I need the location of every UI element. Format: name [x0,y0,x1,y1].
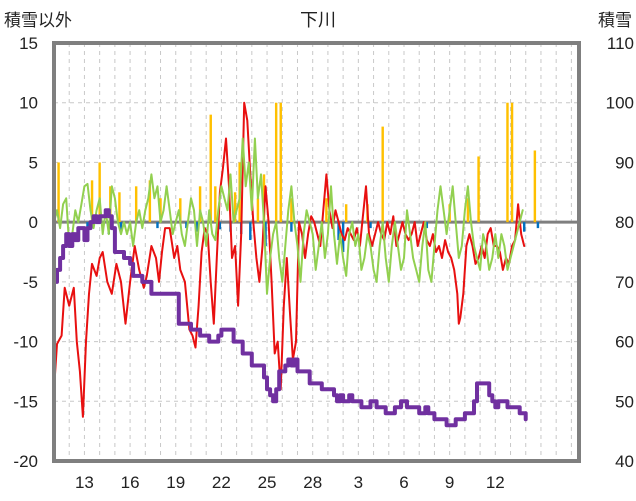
orange-bar [134,186,138,223]
orange-bar [118,192,121,223]
right-tick-label: 90 [615,153,634,172]
orange-bar [148,180,152,223]
x-tick-label: 22 [212,473,231,492]
right-tick-label: 110 [607,34,634,53]
orange-bar [214,186,217,223]
right-tick-label: 60 [615,333,634,352]
blue-bar [195,222,199,232]
orange-bar [233,192,237,223]
orange-bar [510,102,514,223]
chart-title: 下川 [300,10,336,30]
right-tick-label: 50 [615,392,634,411]
orange-bar [279,102,282,223]
orange-bar [381,126,384,223]
plot-area [54,43,579,461]
right-tick-label: 40 [615,452,634,471]
left-tick-label: -5 [23,273,38,292]
right-axis-ticks: 40 50 60 70 80 90 100 110 [606,34,634,471]
orange-bar [90,180,94,223]
blue-bar [249,222,252,241]
blue-bar [156,222,159,229]
blue-bar [86,222,89,229]
orange-bar [159,198,162,223]
blue-bar [369,222,372,229]
plot-background [54,43,579,461]
right-axis-title: 積雪 [598,11,632,30]
blue-bar [119,222,123,232]
x-axis-ticks: 13 16 19 22 25 28 3 6 9 12 [75,473,505,492]
orange-bar [179,198,182,223]
orange-bar [466,198,470,223]
blue-bar [218,222,222,230]
left-tick-label: -15 [13,392,38,411]
left-axis-title: 積雪以外 [4,11,72,30]
left-tick-label: 0 [29,213,38,232]
right-tick-label: 70 [615,273,634,292]
blue-bar [337,222,340,241]
orange-bar [506,102,509,223]
left-tick-label: 5 [29,153,38,172]
right-tick-label: 100 [606,94,634,113]
blue-bar [536,222,540,229]
x-tick-label: 25 [258,473,277,492]
x-tick-label: 19 [166,473,185,492]
orange-bar [344,204,348,223]
x-tick-label: 28 [303,473,322,492]
x-tick-label: 9 [445,473,454,492]
x-tick-label: 3 [354,473,363,492]
plot-frame [52,41,581,463]
left-tick-label: -20 [13,452,38,471]
purple-series-line [52,208,528,428]
blue-bar [523,222,526,232]
left-tick-label: 15 [19,34,38,53]
blue-bar [425,222,429,229]
green-series-line [53,137,524,295]
x-tick-label: 6 [399,473,408,492]
x-tick-label: 13 [75,473,94,492]
blue-bar [185,222,188,229]
left-axis-ticks: -20 -15 -10 -5 0 5 10 15 [13,34,38,471]
left-tick-label: 10 [19,94,38,113]
orange-bar [256,198,260,223]
left-tick-label: -10 [13,333,38,352]
orange-bar [98,162,101,223]
orange-bar [290,198,293,223]
series-lines [52,101,528,428]
red-series-line [53,101,526,418]
right-tick-label: 80 [615,213,634,232]
orange-bar [533,150,537,223]
orange-bar [274,102,278,223]
blue-bar [290,222,293,232]
x-tick-label: 16 [121,473,140,492]
x-tick-label: 12 [486,473,505,492]
orange-bar [57,162,60,223]
orange-bar [325,198,328,223]
plot-border [52,41,581,463]
orange-bar [209,114,212,223]
orange-bar [198,186,202,223]
orange-bar [477,156,480,223]
blue-bar [264,222,267,247]
